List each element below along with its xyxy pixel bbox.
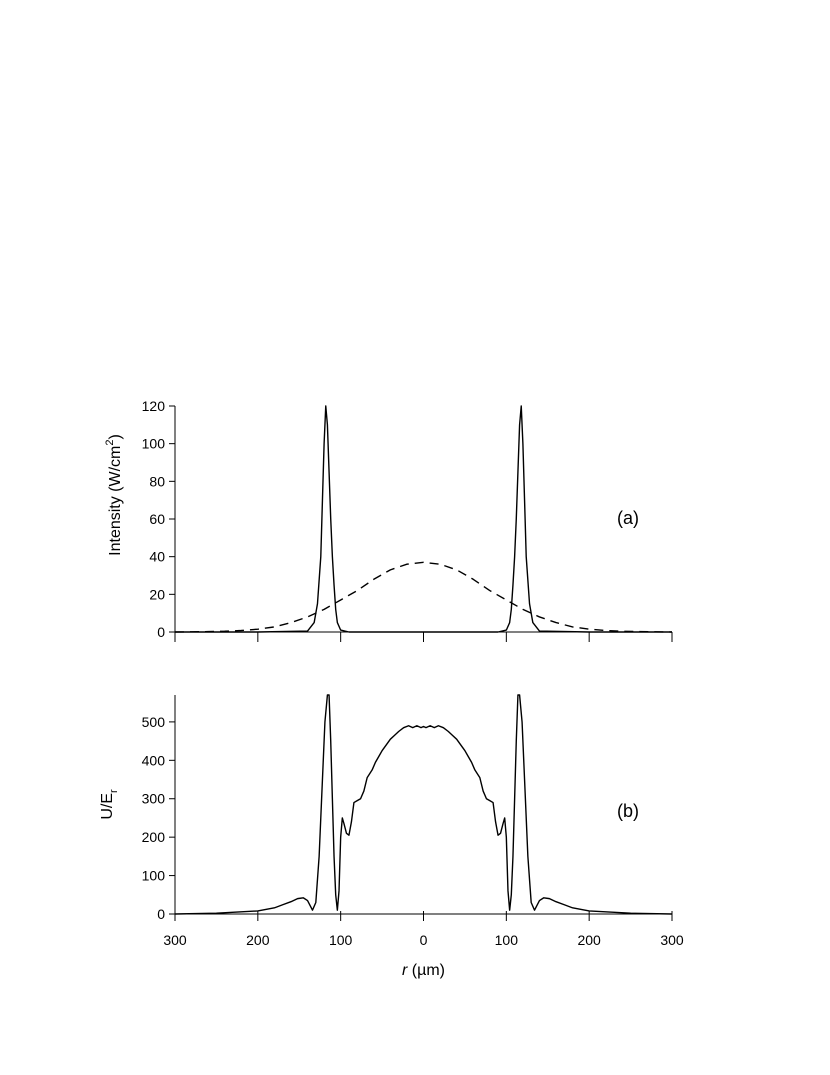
y-tick-label: 400 bbox=[142, 752, 166, 768]
panel-label: (b) bbox=[617, 801, 639, 821]
y-tick-label: 60 bbox=[149, 511, 165, 527]
y-tick-label: 100 bbox=[142, 868, 166, 884]
y-tick-label: 0 bbox=[157, 624, 165, 640]
x-tick-label: 300 bbox=[163, 932, 187, 948]
panel-b: 0 100 200 300 400 500 300 200 100 0 100 200 300 (b) U/… bbox=[99, 694, 684, 979]
x-tick-label: 200 bbox=[246, 932, 270, 948]
y-tick-label: 200 bbox=[142, 829, 166, 845]
x-axis-title-unit: (µm) bbox=[407, 962, 445, 979]
y-tick-label: 100 bbox=[142, 436, 166, 452]
y-tick-label: 120 bbox=[142, 398, 166, 414]
panel-a: 0 20 40 60 80 100 120 (a) Intensity (W/cm2) bbox=[104, 398, 673, 642]
y-tick-label: 80 bbox=[149, 473, 165, 489]
y-tick-label: 0 bbox=[157, 906, 165, 922]
x-tick-label: 0 bbox=[420, 932, 428, 948]
y-axis-title-main: U/E bbox=[99, 793, 116, 820]
y-axis-title-sup: 2 bbox=[104, 439, 116, 445]
y-axis-title-main: Intensity (W/cm bbox=[107, 446, 124, 556]
y-axis-title-sub: r bbox=[108, 789, 120, 793]
x-axis-title-var: r bbox=[402, 962, 408, 979]
series-solid-line bbox=[175, 405, 672, 633]
y-axis-title: Intensity (W/cm2) bbox=[104, 434, 124, 556]
y-tick-label: 40 bbox=[149, 549, 165, 565]
x-tick-label: 200 bbox=[577, 932, 601, 948]
x-tick-label: 100 bbox=[495, 932, 519, 948]
series-solid-line bbox=[174, 694, 673, 915]
y-axis-title-close: ) bbox=[107, 434, 124, 439]
series-dashed-line bbox=[174, 561, 673, 633]
y-tick-label: 300 bbox=[142, 791, 166, 807]
y-axis-title: U/Er bbox=[99, 789, 120, 820]
x-tick-label: 100 bbox=[329, 932, 353, 948]
panel-label: (a) bbox=[617, 508, 639, 528]
x-tick-label: 300 bbox=[660, 932, 684, 948]
y-tick-label: 20 bbox=[149, 586, 165, 602]
y-tick-label: 500 bbox=[142, 714, 166, 730]
x-axis-title: r (µm) bbox=[402, 962, 445, 979]
